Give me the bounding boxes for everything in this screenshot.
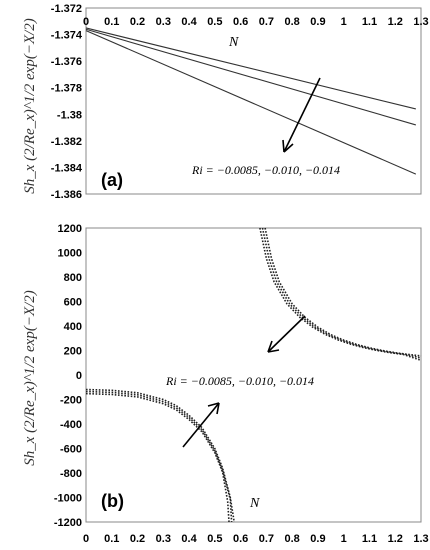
panel-a-x-tick: 0.2 bbox=[130, 16, 145, 28]
panel-a-x-tick: 1.3 bbox=[413, 16, 428, 28]
panel-b-y-tick: -400 bbox=[60, 419, 82, 431]
panel-b-x-label: N bbox=[249, 496, 260, 511]
panel-b-x-tick: 0.2 bbox=[130, 533, 145, 545]
panel-a-x-tick: 1.1 bbox=[362, 16, 377, 28]
panel-b-x-tick: 0 bbox=[83, 533, 89, 545]
panel-a-series-line bbox=[85, 28, 416, 126]
panel-b-y-label: Sh_x (2/Re_x)^1/2 exp(−X/2) bbox=[22, 290, 38, 466]
panel-b-x-tick: 1 bbox=[341, 533, 347, 545]
panel-b-label: (b) bbox=[101, 491, 124, 511]
panel-b-annotation: Ri = −0.0085, −0.010, −0.014 bbox=[165, 374, 314, 388]
panel-a-series-line bbox=[85, 30, 417, 175]
panel-a-series-line bbox=[85, 27, 416, 110]
panel-a-x-tick: 0.9 bbox=[310, 16, 325, 28]
panel-a-arrow bbox=[282, 77, 321, 153]
panel-a-y-tick: -1.372 bbox=[51, 3, 82, 15]
panel-a-plot-frame bbox=[85, 7, 422, 195]
panel-b-arrow-upper bbox=[267, 315, 306, 353]
panel-b-x-tick: 0.9 bbox=[310, 533, 325, 545]
panel-b-x-tick: 0.5 bbox=[207, 533, 222, 545]
panel-b-y-tick: -1000 bbox=[54, 493, 82, 505]
panel-a-y-tick: -1.384 bbox=[51, 162, 83, 174]
panel-a-y-tick: -1.376 bbox=[51, 56, 82, 68]
panel-b-x-tick: 1.3 bbox=[413, 533, 428, 545]
panel-b-x-axis: 0 0.1 0.2 0.3 0.4 0.5 0.6 0.7 0.8 0.9 1 1.1 1.2 1.3 bbox=[83, 533, 429, 545]
panel-b-arrow-lower bbox=[182, 402, 220, 448]
panel-a-label: (a) bbox=[101, 170, 123, 190]
panel-b-series-upper-branch bbox=[261, 227, 422, 359]
panel-b-y-tick: 800 bbox=[64, 272, 82, 284]
panel-b-x-tick: 1.2 bbox=[388, 533, 403, 545]
panel-a-y-tick: -1.382 bbox=[51, 136, 82, 148]
panel-a-x-tick: 1.2 bbox=[388, 16, 403, 28]
panel-b-y-tick: -1200 bbox=[54, 517, 82, 529]
panel-b-x-tick: 0.1 bbox=[104, 533, 119, 545]
panel-a-x-tick: 0.3 bbox=[156, 16, 171, 28]
panel-b-series-lower-branch bbox=[85, 392, 230, 523]
panel-b-y-tick: 0 bbox=[76, 370, 82, 382]
panel-a-x-tick: 0 bbox=[83, 16, 89, 28]
panel-a-x-tick: 0.7 bbox=[259, 16, 274, 28]
panel-a-x-tick: 0.1 bbox=[104, 16, 119, 28]
panel-b-y-tick: 400 bbox=[64, 321, 82, 333]
panel-a-y-axis: -1.372 -1.374 -1.376 -1.378 -1.38 -1.382 -1.38… bbox=[51, 3, 83, 201]
panel-b-y-tick: 600 bbox=[64, 297, 82, 309]
panel-a-x-tick: 0.6 bbox=[233, 16, 248, 28]
panel-b-x-tick: 0.6 bbox=[233, 533, 248, 545]
panel-a-y-tick: -1.378 bbox=[51, 83, 82, 95]
panel-b-x-tick: 1.1 bbox=[362, 533, 377, 545]
panel-a-y-label: Sh_x (2/Re_x)^1/2 exp(−X/2) bbox=[22, 18, 38, 194]
panel-b-series bbox=[85, 227, 422, 523]
panel-b-y-tick: -200 bbox=[60, 395, 82, 407]
panel-b-x-tick: 0.8 bbox=[285, 533, 300, 545]
panel-b-y-tick: 1000 bbox=[58, 248, 82, 260]
panel-a-x-tick: 0.8 bbox=[285, 16, 300, 28]
panel-a: -1.372 -1.374 -1.376 -1.378 -1.38 -1.382 -1.38… bbox=[22, 3, 429, 201]
panel-a-x-tick: 0.4 bbox=[181, 16, 197, 28]
panel-b-y-tick: 1200 bbox=[58, 223, 82, 235]
panel-a-series bbox=[85, 27, 417, 175]
panel-a-y-tick: -1.386 bbox=[51, 189, 82, 201]
panel-b-series-lower-branch bbox=[85, 390, 233, 523]
panel-a-x-label: N bbox=[228, 35, 239, 50]
panel-b-series-lower-branch bbox=[85, 388, 235, 523]
panel-b-y-tick: 200 bbox=[64, 346, 82, 358]
panel-b-plot-frame bbox=[85, 227, 422, 523]
panel-b-series-upper-branch bbox=[259, 227, 422, 362]
panel-b-series-upper-branch bbox=[264, 227, 422, 357]
panel-b-x-tick: 0.7 bbox=[259, 533, 274, 545]
panel-b: 1200 1000 800 600 400 200 0 -200 -400 -600 -800 -10… bbox=[22, 223, 429, 545]
panel-a-x-axis: 0 0.1 0.2 0.3 0.4 0.5 0.6 0.7 0.8 0.9 1 1.1 1.2 1.3 bbox=[83, 16, 429, 28]
panel-b-y-axis: 1200 1000 800 600 400 200 0 -200 -400 -600 -800 -10… bbox=[54, 223, 82, 529]
panel-a-x-tick: 0.5 bbox=[207, 16, 222, 28]
panel-b-x-tick: 0.4 bbox=[181, 533, 197, 545]
panel-a-y-tick: -1.38 bbox=[57, 109, 82, 121]
panel-a-annotation: Ri = −0.0085, −0.010, −0.014 bbox=[191, 163, 340, 177]
panel-b-y-tick: -800 bbox=[60, 468, 82, 480]
panel-a-y-tick: -1.374 bbox=[51, 30, 83, 42]
panel-a-x-tick: 1 bbox=[341, 16, 347, 28]
panel-b-x-tick: 0.3 bbox=[156, 533, 171, 545]
panel-b-y-tick: -600 bbox=[60, 444, 82, 456]
